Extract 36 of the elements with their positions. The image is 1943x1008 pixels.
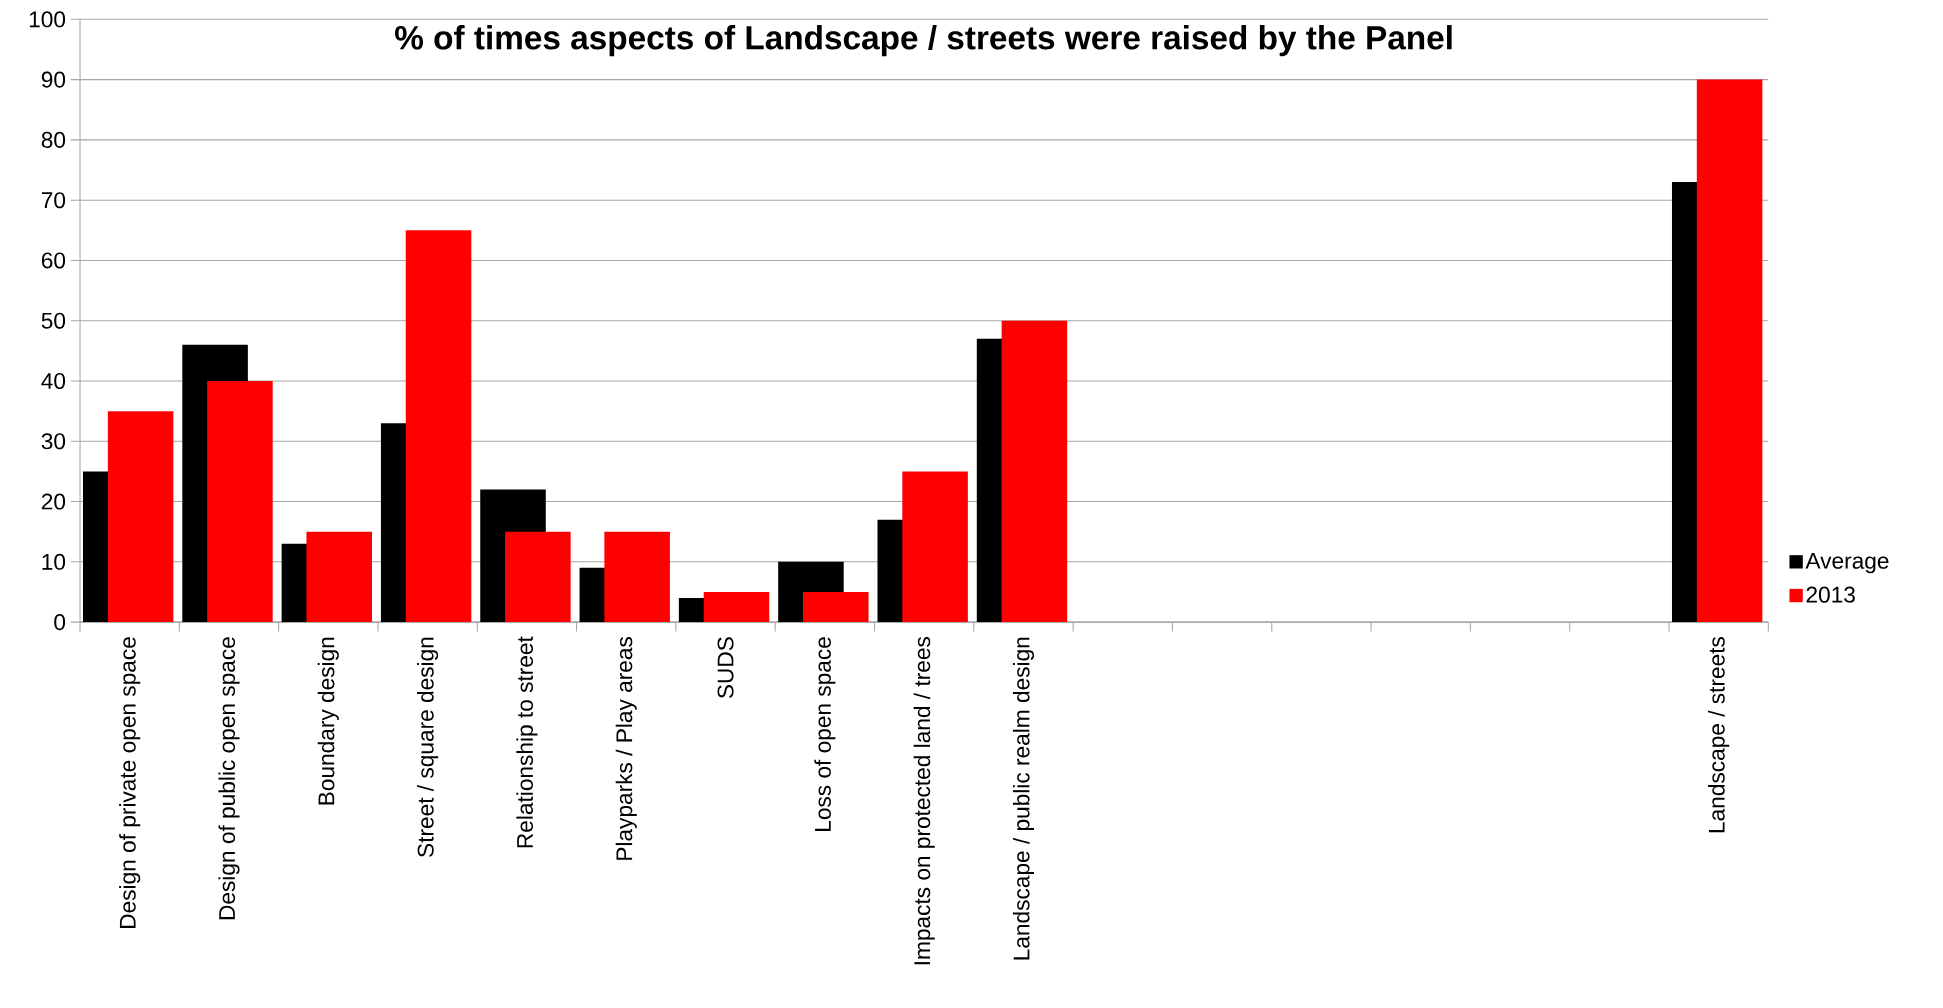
x-tick-label: Boundary design	[317, 637, 339, 805]
x-tick-label: Playparks / Play areas	[615, 636, 637, 860]
y-tick-label: 90	[41, 71, 66, 88]
x-tick-label: Landscape / public realm design	[1012, 637, 1035, 960]
y-tick-label: 10	[42, 553, 66, 570]
y-tick-label: 40	[41, 372, 66, 389]
y-tick-label: 70	[41, 192, 66, 209]
y-tick-label: 0	[54, 614, 66, 631]
bar	[306, 531, 372, 623]
bar	[703, 591, 770, 623]
bar	[107, 411, 174, 623]
bar	[207, 380, 273, 623]
bar	[902, 471, 968, 623]
x-tick-label: Street / square design	[417, 637, 439, 857]
bar	[604, 531, 670, 623]
bar	[1696, 79, 1763, 623]
y-tick-label: 30	[41, 433, 66, 450]
y-tick-label: 50	[41, 312, 66, 329]
legend-label: 2013	[1806, 586, 1855, 603]
y-tick-label: 100	[29, 11, 66, 28]
x-tick-label: Impacts on protected land / trees	[913, 636, 935, 965]
x-tick-label: SUDS	[717, 637, 734, 699]
x-tick-label: Landscape / streets	[1708, 636, 1730, 833]
y-tick-label: 60	[41, 252, 66, 269]
legend-label: Average	[1805, 552, 1889, 574]
x-tick-label: Relationship to street	[516, 636, 538, 848]
y-tick-label: 20	[41, 493, 66, 510]
bar	[803, 591, 869, 623]
bar	[505, 531, 571, 623]
chart-title: % of times aspects of Landscape / streets were raised by the Panel	[395, 25, 1452, 57]
bar	[1001, 320, 1068, 623]
x-tick-label: Design of private open space	[119, 637, 141, 928]
x-tick-label: Design of public open space	[218, 637, 240, 920]
x-tick-label: Loss of open space	[814, 637, 836, 831]
bar	[405, 230, 472, 623]
y-tick-label: 80	[41, 131, 66, 148]
